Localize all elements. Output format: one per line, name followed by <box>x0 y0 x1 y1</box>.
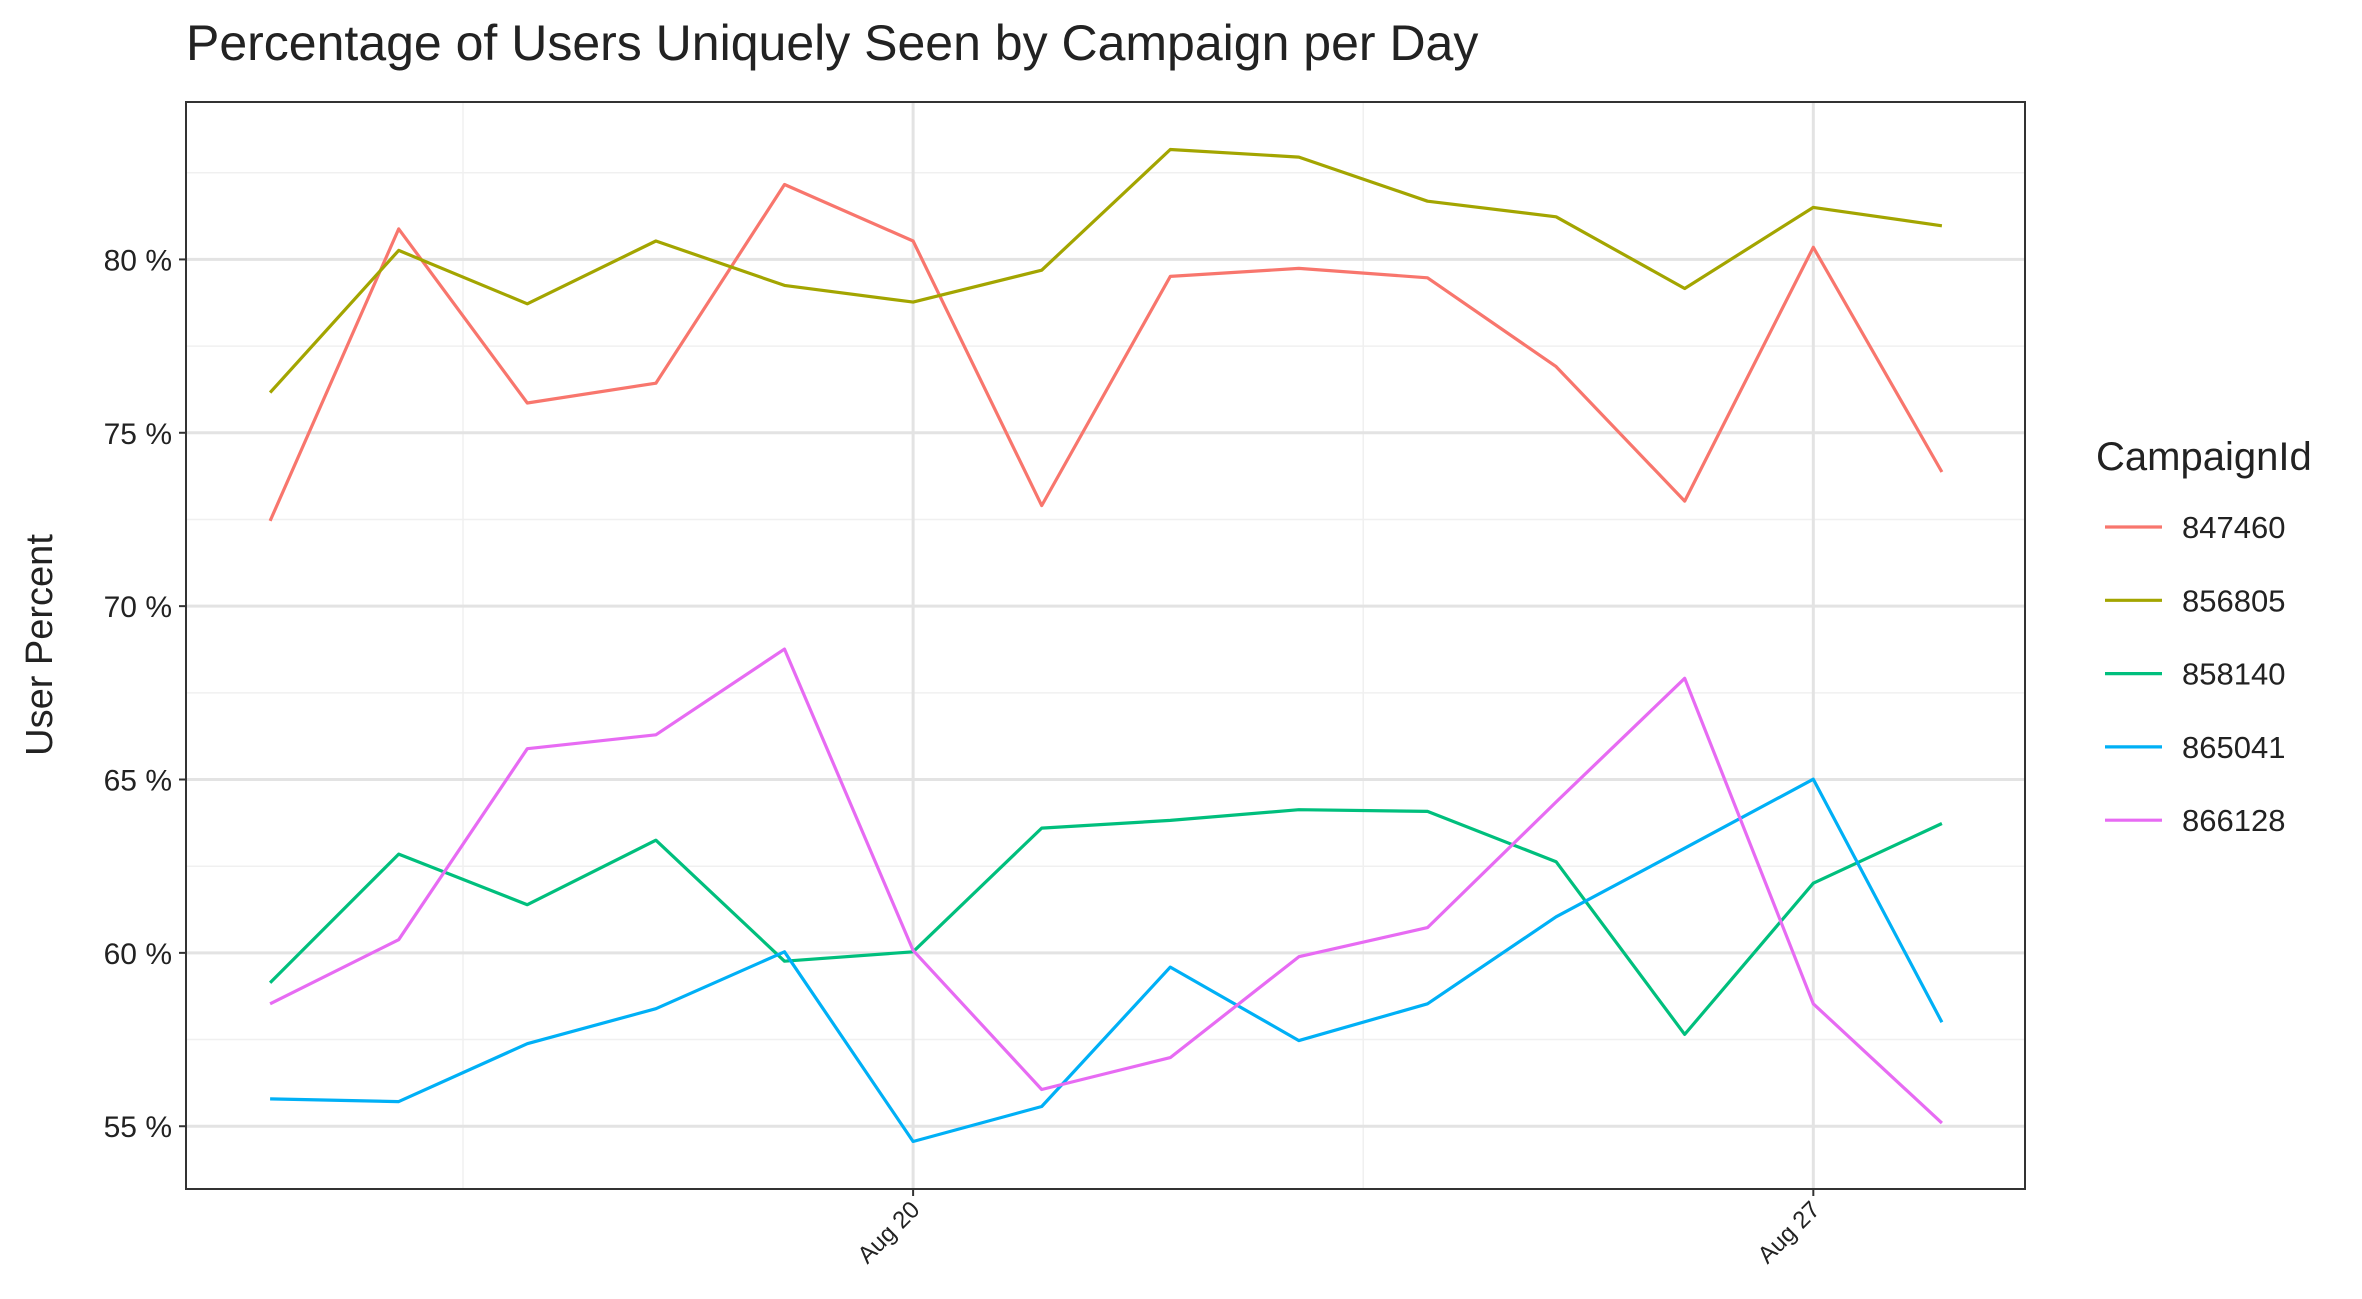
chart-title: Percentage of Users Uniquely Seen by Cam… <box>186 15 1478 71</box>
y-tick-label: 75 % <box>104 418 172 451</box>
y-axis-label: User Percent <box>19 534 61 756</box>
y-tick-label: 70 % <box>104 591 172 624</box>
legend-label: 856805 <box>2182 583 2285 618</box>
series-line <box>268 147 1943 394</box>
y-tick-label: 80 % <box>104 244 172 277</box>
y-tick-label: 65 % <box>104 765 172 798</box>
series-line <box>270 777 1944 1144</box>
series-line <box>268 808 1943 1036</box>
series-line <box>269 647 1943 1125</box>
legend-label: 866128 <box>2182 803 2285 838</box>
legend-title: CampaignId <box>2096 435 2312 479</box>
legend-label: 858140 <box>2182 657 2285 692</box>
series-line <box>268 182 1944 522</box>
legend-label: 847460 <box>2182 510 2285 545</box>
y-tick-label: 55 % <box>104 1111 172 1144</box>
panel-border <box>185 101 2026 1190</box>
y-tick-label: 60 % <box>104 938 172 971</box>
legend-label: 865041 <box>2182 730 2285 765</box>
